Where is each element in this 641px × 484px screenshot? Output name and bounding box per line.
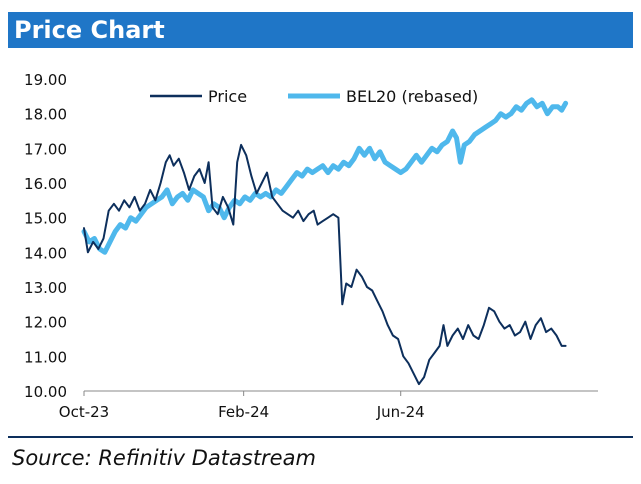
y-tick-label: 13.00: [24, 279, 67, 297]
bel20-line: [81, 97, 569, 255]
y-tick-label: 19.00: [24, 71, 67, 89]
y-tick-label: 16.00: [24, 175, 67, 193]
y-tick-label: 14.00: [24, 244, 67, 262]
x-tick-label: Jun-24: [376, 403, 425, 421]
bottom-rule: [8, 436, 633, 438]
y-tick-label: 10.00: [24, 383, 67, 401]
page-title: Price Chart: [14, 16, 165, 44]
price-chart: 19.00 18.00 17.00 16.00 15.00 14.00 13.00 12.00…: [24, 71, 598, 421]
x-tick-label: Oct-23: [59, 403, 109, 421]
x-tick-label: Feb-24: [218, 403, 269, 421]
price-line: [83, 143, 567, 386]
source-note: Source: Refinitiv Datastream: [12, 446, 316, 470]
legend-price-label: Price: [208, 87, 247, 106]
title-bar: Price Chart: [8, 12, 633, 48]
y-tick-label: 15.00: [24, 210, 67, 228]
y-tick-label: 17.00: [24, 140, 67, 158]
y-tick-label: 12.00: [24, 314, 67, 332]
y-tick-label: 11.00: [24, 348, 67, 366]
legend-bel20-label: BEL20 (rebased): [346, 87, 478, 106]
y-tick-label: 18.00: [24, 106, 67, 124]
